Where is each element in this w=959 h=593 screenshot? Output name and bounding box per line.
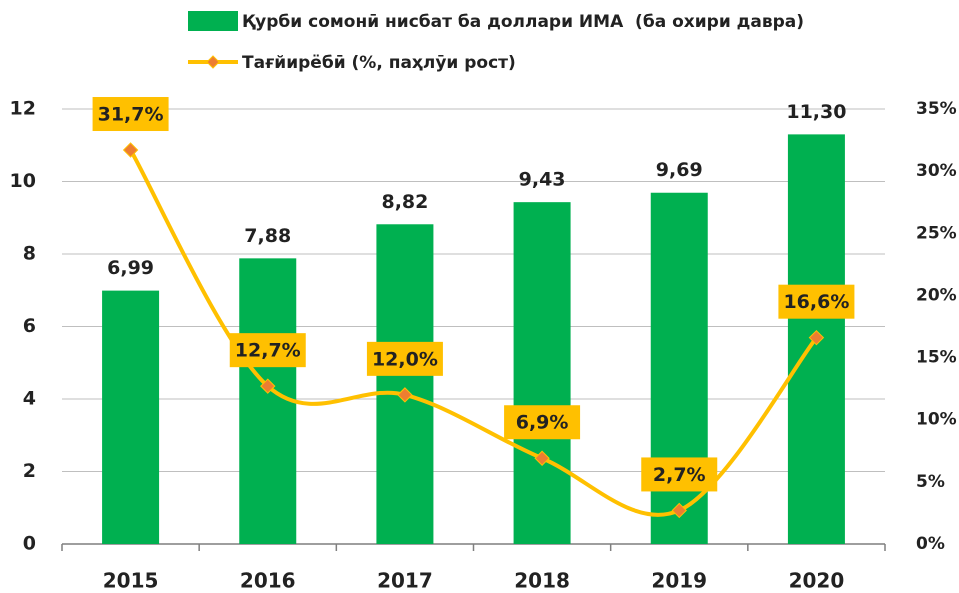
bar-value-label: 8,82 xyxy=(381,191,428,213)
y-tick-label: 10 xyxy=(10,170,36,192)
y2-tick-label: 25% xyxy=(916,223,957,243)
legend-label: Тағйирёбӣ (%, паҳлӯи рост) xyxy=(242,53,516,73)
bar-value-label: 9,69 xyxy=(656,159,703,181)
bar xyxy=(239,258,297,544)
legend-swatch-bar xyxy=(188,11,238,31)
bar xyxy=(376,224,434,544)
line-value-label: 12,7% xyxy=(235,340,301,362)
y2-tick-label: 20% xyxy=(916,285,957,305)
y2-tick-label: 0% xyxy=(916,534,945,554)
line-marker xyxy=(671,502,687,519)
line-marker xyxy=(260,378,276,394)
legend-label: Қурби сомонӣ нисбат ба доллари ИМА (ба о… xyxy=(242,12,804,32)
x-tick-label: 2015 xyxy=(103,569,159,593)
value-label-box xyxy=(641,457,718,492)
x-tick-label: 2020 xyxy=(789,569,845,593)
y-tick-label: 0 xyxy=(23,533,36,555)
y-tick-label: 2 xyxy=(23,460,36,482)
y2-tick-label: 5% xyxy=(916,472,945,492)
bar-value-label: 9,43 xyxy=(519,169,566,191)
line-marker xyxy=(397,387,413,403)
x-tick-label: 2017 xyxy=(377,569,433,593)
value-label-box xyxy=(92,97,169,132)
bar xyxy=(513,202,571,544)
line-marker xyxy=(808,329,825,346)
y-tick-label: 12 xyxy=(10,98,36,120)
bar xyxy=(102,290,160,544)
line-value-label: 2,7% xyxy=(653,464,706,486)
line-value-label: 12,0% xyxy=(372,348,438,370)
legend-swatch-marker xyxy=(206,55,220,69)
value-label-box xyxy=(366,341,443,376)
bar-value-label: 11,30 xyxy=(786,101,846,123)
value-label-box xyxy=(504,405,581,440)
x-tick-label: 2018 xyxy=(514,569,570,593)
y-tick-label: 8 xyxy=(23,243,36,265)
y-tick-label: 4 xyxy=(23,388,36,410)
line-marker xyxy=(122,142,139,158)
y2-tick-label: 10% xyxy=(916,410,957,430)
line-value-label: 6,9% xyxy=(516,412,569,434)
value-label-box xyxy=(778,284,855,319)
line-value-label: 31,7% xyxy=(98,104,164,126)
value-label-box xyxy=(229,333,306,368)
bar-value-label: 6,99 xyxy=(107,257,154,279)
x-tick-label: 2016 xyxy=(240,569,296,593)
line-marker xyxy=(534,450,550,466)
y-tick-label: 6 xyxy=(23,315,36,337)
y2-tick-label: 15% xyxy=(916,348,957,368)
bar-value-label: 7,88 xyxy=(244,225,291,247)
y2-tick-label: 35% xyxy=(916,99,957,119)
line-value-label: 16,6% xyxy=(783,291,849,313)
y2-tick-label: 30% xyxy=(916,161,957,181)
x-tick-label: 2019 xyxy=(651,569,707,593)
